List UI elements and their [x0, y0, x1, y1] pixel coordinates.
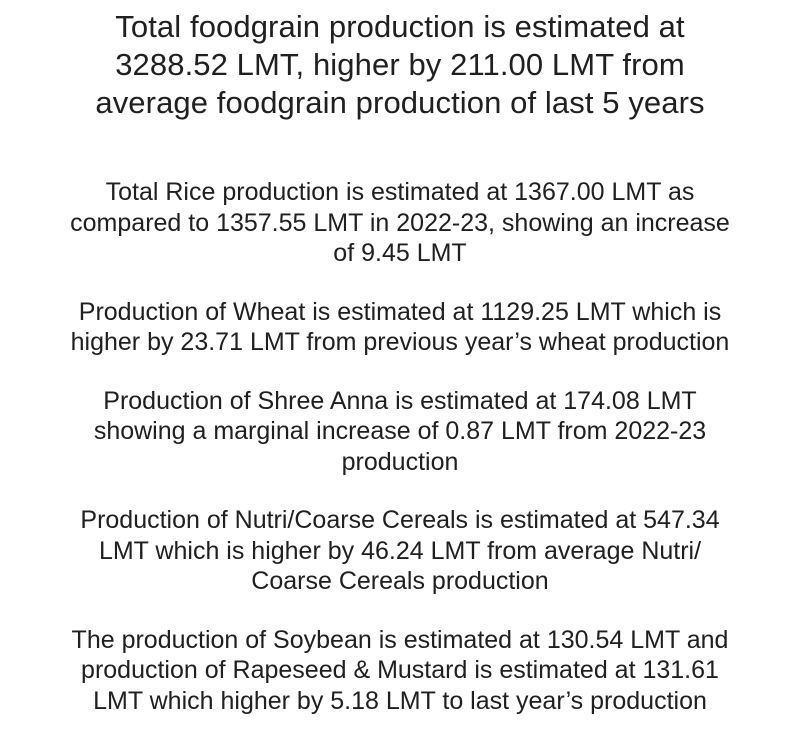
point-line: Production of Wheat is estimated at 1129…	[78, 297, 722, 326]
key-points-list: Total Rice production is estimated at 13…	[18, 177, 782, 716]
headline: Total foodgrain production is estimated …	[18, 0, 782, 122]
headline-line-2: 3288.52 LMT, higher by 211.00 LMT from	[115, 47, 685, 82]
point-line: higher by 23.71 LMT from previous year’s…	[70, 328, 730, 356]
point-line: Production of Nutri/Coarse Cereals is es…	[80, 506, 720, 534]
point-line: of 9.45 LMT	[333, 239, 467, 267]
point-line: compared to 1357.55 LMT in 2022-23, show…	[70, 208, 730, 237]
headline-line-3: average foodgrain production of last 5 y…	[95, 85, 705, 120]
point-line: LMT which is higher by 46.24 LMT from av…	[98, 536, 702, 565]
point-line: LMT which higher by 5.18 LMT to last yea…	[93, 686, 707, 715]
rice-production-point: Total Rice production is estimated at 13…	[18, 177, 782, 269]
wheat-production-point: Production of Wheat is estimated at 1129…	[18, 297, 782, 358]
point-line: The production of Soybean is estimated a…	[71, 625, 729, 654]
shree-anna-production-point: Production of Shree Anna is estimated at…	[18, 386, 782, 478]
point-line: Total Rice production is estimated at 13…	[105, 178, 695, 206]
coarse-cereals-production-point: Production of Nutri/Coarse Cereals is es…	[18, 505, 782, 597]
point-line: production	[341, 447, 459, 476]
point-line: Production of Shree Anna is estimated at…	[103, 386, 697, 415]
point-line: showing a marginal increase of 0.87 LMT …	[93, 417, 707, 445]
point-line: production of Rapeseed & Mustard is esti…	[81, 656, 719, 684]
point-line: Coarse Cereals production	[251, 567, 549, 595]
oilseeds-production-point: The production of Soybean is estimated a…	[18, 625, 782, 717]
headline-line-1: Total foodgrain production is estimated …	[115, 9, 685, 44]
